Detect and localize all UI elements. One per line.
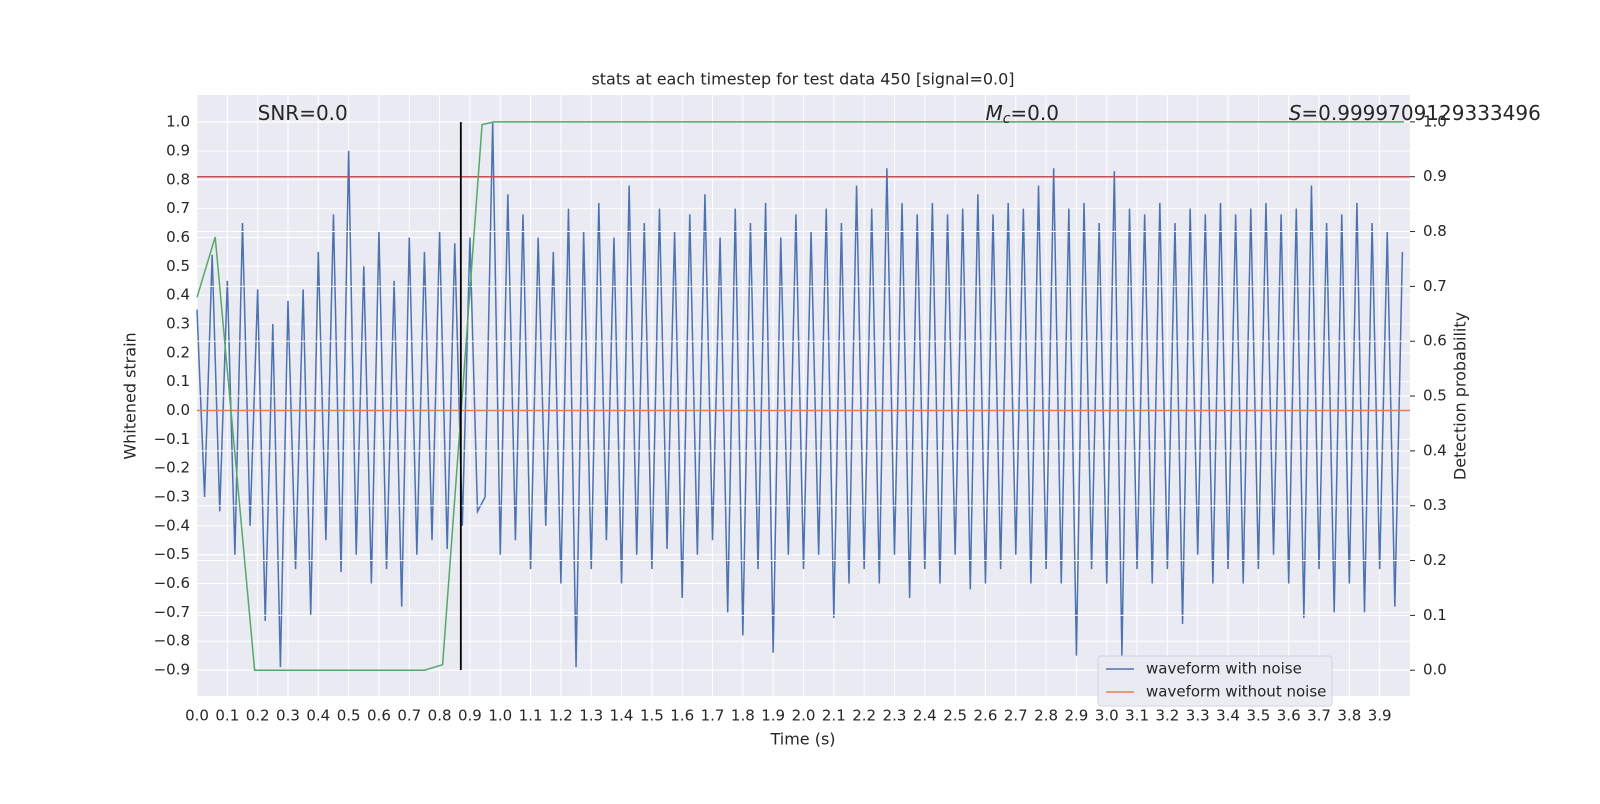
y-tick-label: 0.4 [166,286,190,304]
x-tick-label: 2.1 [822,707,846,725]
x-tick-label: 2.5 [943,707,967,725]
x-tick-label: 3.8 [1337,707,1361,725]
x-tick-label: 2.2 [852,707,876,725]
x-tick-label: 3.4 [1216,707,1240,725]
y-tick-label: −0.1 [154,430,190,448]
y-tick-label: −0.4 [154,516,190,534]
data-line [196,122,1404,668]
annotation-symbol: M [985,101,1002,125]
y-tick-label: 0.6 [166,228,190,246]
y-tick-label: −0.9 [154,661,190,679]
legend-label: waveform without noise [1146,683,1326,701]
x-tick-label: 3.7 [1307,707,1331,725]
x-tick-label: 2.8 [1034,707,1058,725]
y-tick-label: 0.2 [166,343,190,361]
y2-tick-label: 0.0 [1423,661,1447,679]
x-tick-label: 1.7 [701,707,725,725]
x-tick-label: 0.0 [185,707,209,725]
y-tick-label: 0.9 [166,141,190,159]
annotation-text: =0.0 [1010,101,1059,125]
x-tick-label: 0.2 [246,707,270,725]
y2-tick-label: 0.4 [1423,441,1447,459]
y-tick-label: −0.8 [154,632,190,650]
legend-label: waveform with noise [1146,660,1302,678]
annotation-text: SNR=0.0 [258,101,348,125]
annotation-symbol: S [1289,101,1302,125]
y-tick-label: 1.0 [166,113,190,131]
x-tick-label: 1.2 [549,707,573,725]
x-tick-label: 1.3 [579,707,603,725]
y-tick-label: −0.2 [154,459,190,477]
x-tick-label: 1.6 [670,707,694,725]
x-tick-label: 0.7 [397,707,421,725]
x-tick-label: 1.5 [640,707,664,725]
y-tick-label: −0.6 [154,574,190,592]
annotation: Mc=0.0 [985,101,1059,128]
x-tick-label: 1.9 [761,707,785,725]
y2-tick-label: 0.5 [1423,387,1447,405]
y2-tick-label: 0.6 [1423,332,1447,350]
x-tick-label: 0.9 [458,707,482,725]
x-tick-label: 1.0 [488,707,512,725]
x-tick-label: 0.1 [215,707,239,725]
y-tick-label: 0.8 [166,170,190,188]
y2-tick-label: 1.0 [1423,112,1447,130]
y-tick-label: −0.3 [154,488,190,506]
data-line [196,121,1404,671]
x-tick-label: 3.1 [1125,707,1149,725]
x-tick-label: 0.6 [367,707,391,725]
x-tick-label: 0.4 [306,707,330,725]
annotation-subscript: c [1003,111,1011,127]
y-tick-label: −0.7 [154,603,190,621]
x-tick-label: 3.9 [1368,707,1392,725]
annotation: S=0.9999709129333496 [1289,101,1541,125]
x-tick-label: 3.2 [1155,707,1179,725]
chart-title: stats at each timestep for test data 450… [591,70,1014,89]
x-tick-label: 3.0 [1095,707,1119,725]
x-tick-label: 0.3 [276,707,300,725]
y2-axis-label: Detection probability [1451,312,1470,480]
x-axis-label: Time (s) [769,730,835,749]
annotation-text: =0.9999709129333496 [1301,101,1540,125]
x-tick-label: 2.9 [1064,707,1088,725]
x-tick-label: 1.1 [519,707,543,725]
y-tick-label: 0.5 [166,257,190,275]
x-tick-label: 3.5 [1246,707,1270,725]
x-tick-label: 1.4 [610,707,634,725]
x-tick-label: 1.8 [731,707,755,725]
x-tick-label: 3.6 [1277,707,1301,725]
x-tick-label: 2.7 [1004,707,1028,725]
y2-tick-label: 0.7 [1423,277,1447,295]
annotation: SNR=0.0 [258,101,348,125]
x-tick-label: 3.3 [1186,707,1210,725]
y2-tick-label: 0.8 [1423,222,1447,240]
legend-box [1097,655,1333,707]
y2-tick-label: 0.9 [1423,167,1447,185]
x-tick-label: 2.3 [883,707,907,725]
x-tick-label: 2.0 [792,707,816,725]
y-tick-label: −0.5 [154,545,190,563]
x-tick-label: 0.5 [337,707,361,725]
y-tick-label: 0.1 [166,372,190,390]
y-tick-label: 0.3 [166,314,190,332]
y2-tick-label: 0.3 [1423,496,1447,514]
y-tick-label: 0.0 [166,401,190,419]
x-tick-label: 0.8 [428,707,452,725]
y-tick-label: 0.7 [166,199,190,217]
y2-tick-label: 0.1 [1423,606,1447,624]
y2-tick-label: 0.2 [1423,551,1447,569]
x-tick-label: 2.4 [913,707,937,725]
x-tick-label: 2.6 [974,707,998,725]
y-axis-label: Whitened strain [121,332,140,459]
